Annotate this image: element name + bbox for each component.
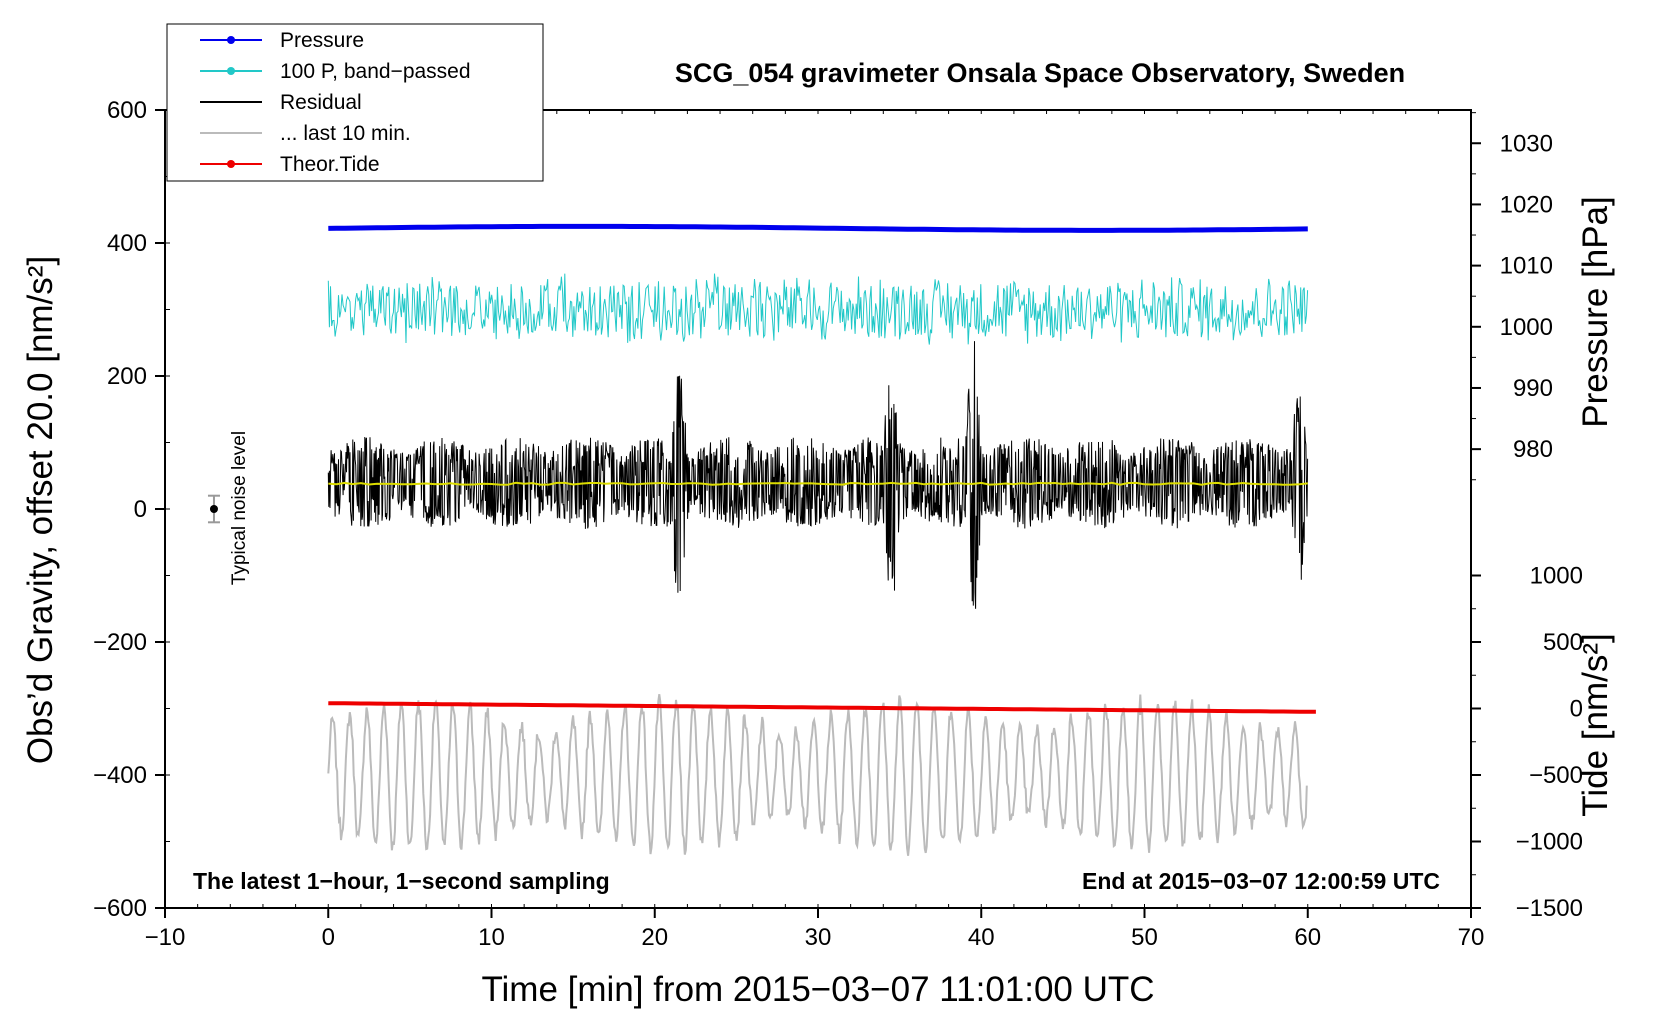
tide-tick-label: −500 (1529, 762, 1583, 789)
x-tick-label: 10 (478, 924, 505, 951)
y-tick-label: 0 (134, 496, 147, 523)
legend-label: Theor.Tide (280, 153, 380, 176)
legend-label: Residual (280, 91, 362, 114)
x-tick-label: 20 (641, 924, 668, 951)
legend-label: Pressure (280, 29, 364, 52)
pressure-axis-ticks: 980 990 1000 1010 1020 1030 (1471, 112, 1553, 481)
pressure-axis-label: Pressure [hPa] (1576, 196, 1615, 428)
legend-swatch-marker (227, 36, 235, 44)
y-axis-label-left: Obs’d Gravity, offset 20.0 [nm/s²] (21, 256, 60, 764)
tide-tick-label: 1000 (1530, 563, 1583, 590)
annotation-bottom-left: The latest 1−hour, 1−second sampling (193, 868, 610, 894)
pressure-tick-label: 980 (1513, 436, 1553, 463)
pressure-tick-label: 990 (1513, 375, 1553, 402)
y-tick-label: −200 (93, 629, 147, 656)
y-tick-label: −600 (93, 895, 147, 922)
series-pressure (328, 223, 1308, 233)
legend-swatch-marker (227, 160, 235, 168)
tide-axis-ticks: −1500 −1000 −500 0 500 1000 (1471, 563, 1583, 922)
tide-tick-label: −1000 (1516, 829, 1583, 856)
x-tick-label: 70 (1458, 924, 1485, 951)
x-tick-label: −10 (145, 924, 186, 951)
x-tick-label: 40 (968, 924, 995, 951)
annotation-bottom-right: End at 2015−03−07 12:00:59 UTC (1082, 868, 1440, 894)
series-residual-mean (328, 481, 1308, 486)
series-band-passed-pressure (327, 273, 1309, 345)
x-axis-label: Time [min] from 2015−03−07 11:01:00 UTC (481, 970, 1154, 1009)
chart-title: SCG_054 gravimeter Onsala Space Observat… (675, 58, 1405, 88)
x-axis-ticks: −10 0 10 20 30 40 50 60 70 (145, 908, 1485, 951)
legend-swatch-marker (227, 67, 235, 75)
x-tick-label: 50 (1131, 924, 1158, 951)
legend-label: 100 P, band−passed (280, 60, 471, 83)
noise-level-indicator (207, 494, 220, 524)
noise-point (209, 505, 218, 513)
y-axis-ticks: −600 −400 −200 0 200 400 600 (93, 97, 165, 922)
x-tick-label: 0 (322, 924, 335, 951)
tide-tick-label: −1500 (1516, 895, 1583, 922)
tide-axis-label: Tide [nm/s²] (1576, 633, 1615, 816)
tide-tick-label: 500 (1543, 629, 1583, 656)
pressure-tick-label: 1020 (1500, 191, 1553, 218)
x-tick-label: 30 (805, 924, 832, 951)
y-tick-label: 400 (107, 230, 147, 257)
pressure-tick-label: 1000 (1500, 314, 1553, 341)
y-tick-label: −400 (93, 762, 147, 789)
series-residual (327, 341, 1309, 609)
noise-level-label: Typical noise level (229, 431, 250, 585)
series-layer (327, 223, 1316, 856)
y-tick-label: 200 (107, 363, 147, 390)
tide-tick-label: 0 (1570, 696, 1583, 723)
pressure-tick-label: 1010 (1500, 253, 1553, 280)
series-theoretical-tide (328, 701, 1316, 714)
legend: Pressure 100 P, band−passed Residual ... la… (166, 23, 544, 182)
pressure-tick-label: 1030 (1500, 130, 1553, 157)
series-last-10-min (327, 694, 1308, 856)
legend-label: ... last 10 min. (280, 122, 411, 145)
y-tick-label: 600 (107, 97, 147, 124)
x-tick-label: 60 (1294, 924, 1321, 951)
